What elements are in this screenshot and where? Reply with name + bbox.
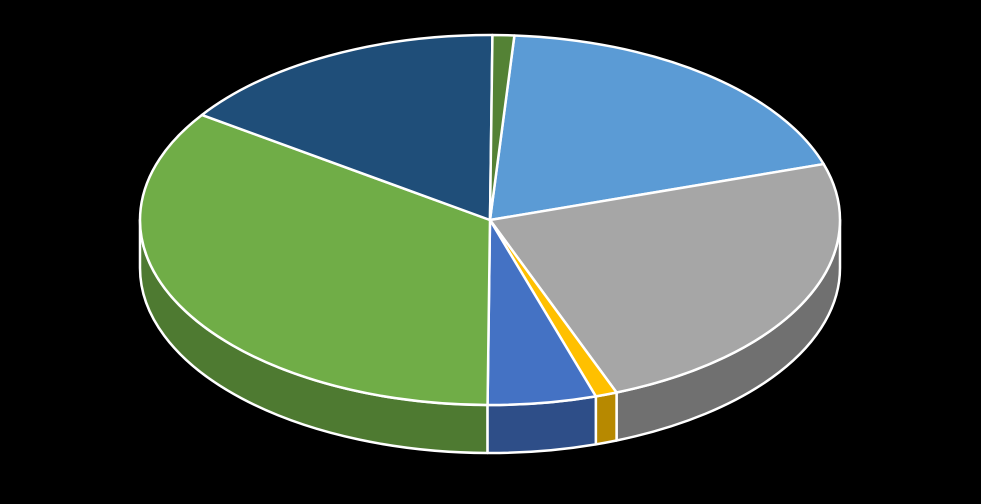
pie-chart-3d [0,0,981,504]
pie-side-wall [596,392,617,444]
